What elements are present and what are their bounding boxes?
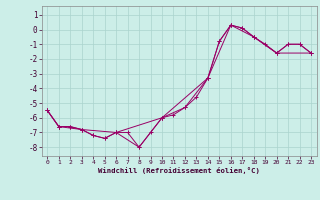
X-axis label: Windchill (Refroidissement éolien,°C): Windchill (Refroidissement éolien,°C) — [98, 167, 260, 174]
